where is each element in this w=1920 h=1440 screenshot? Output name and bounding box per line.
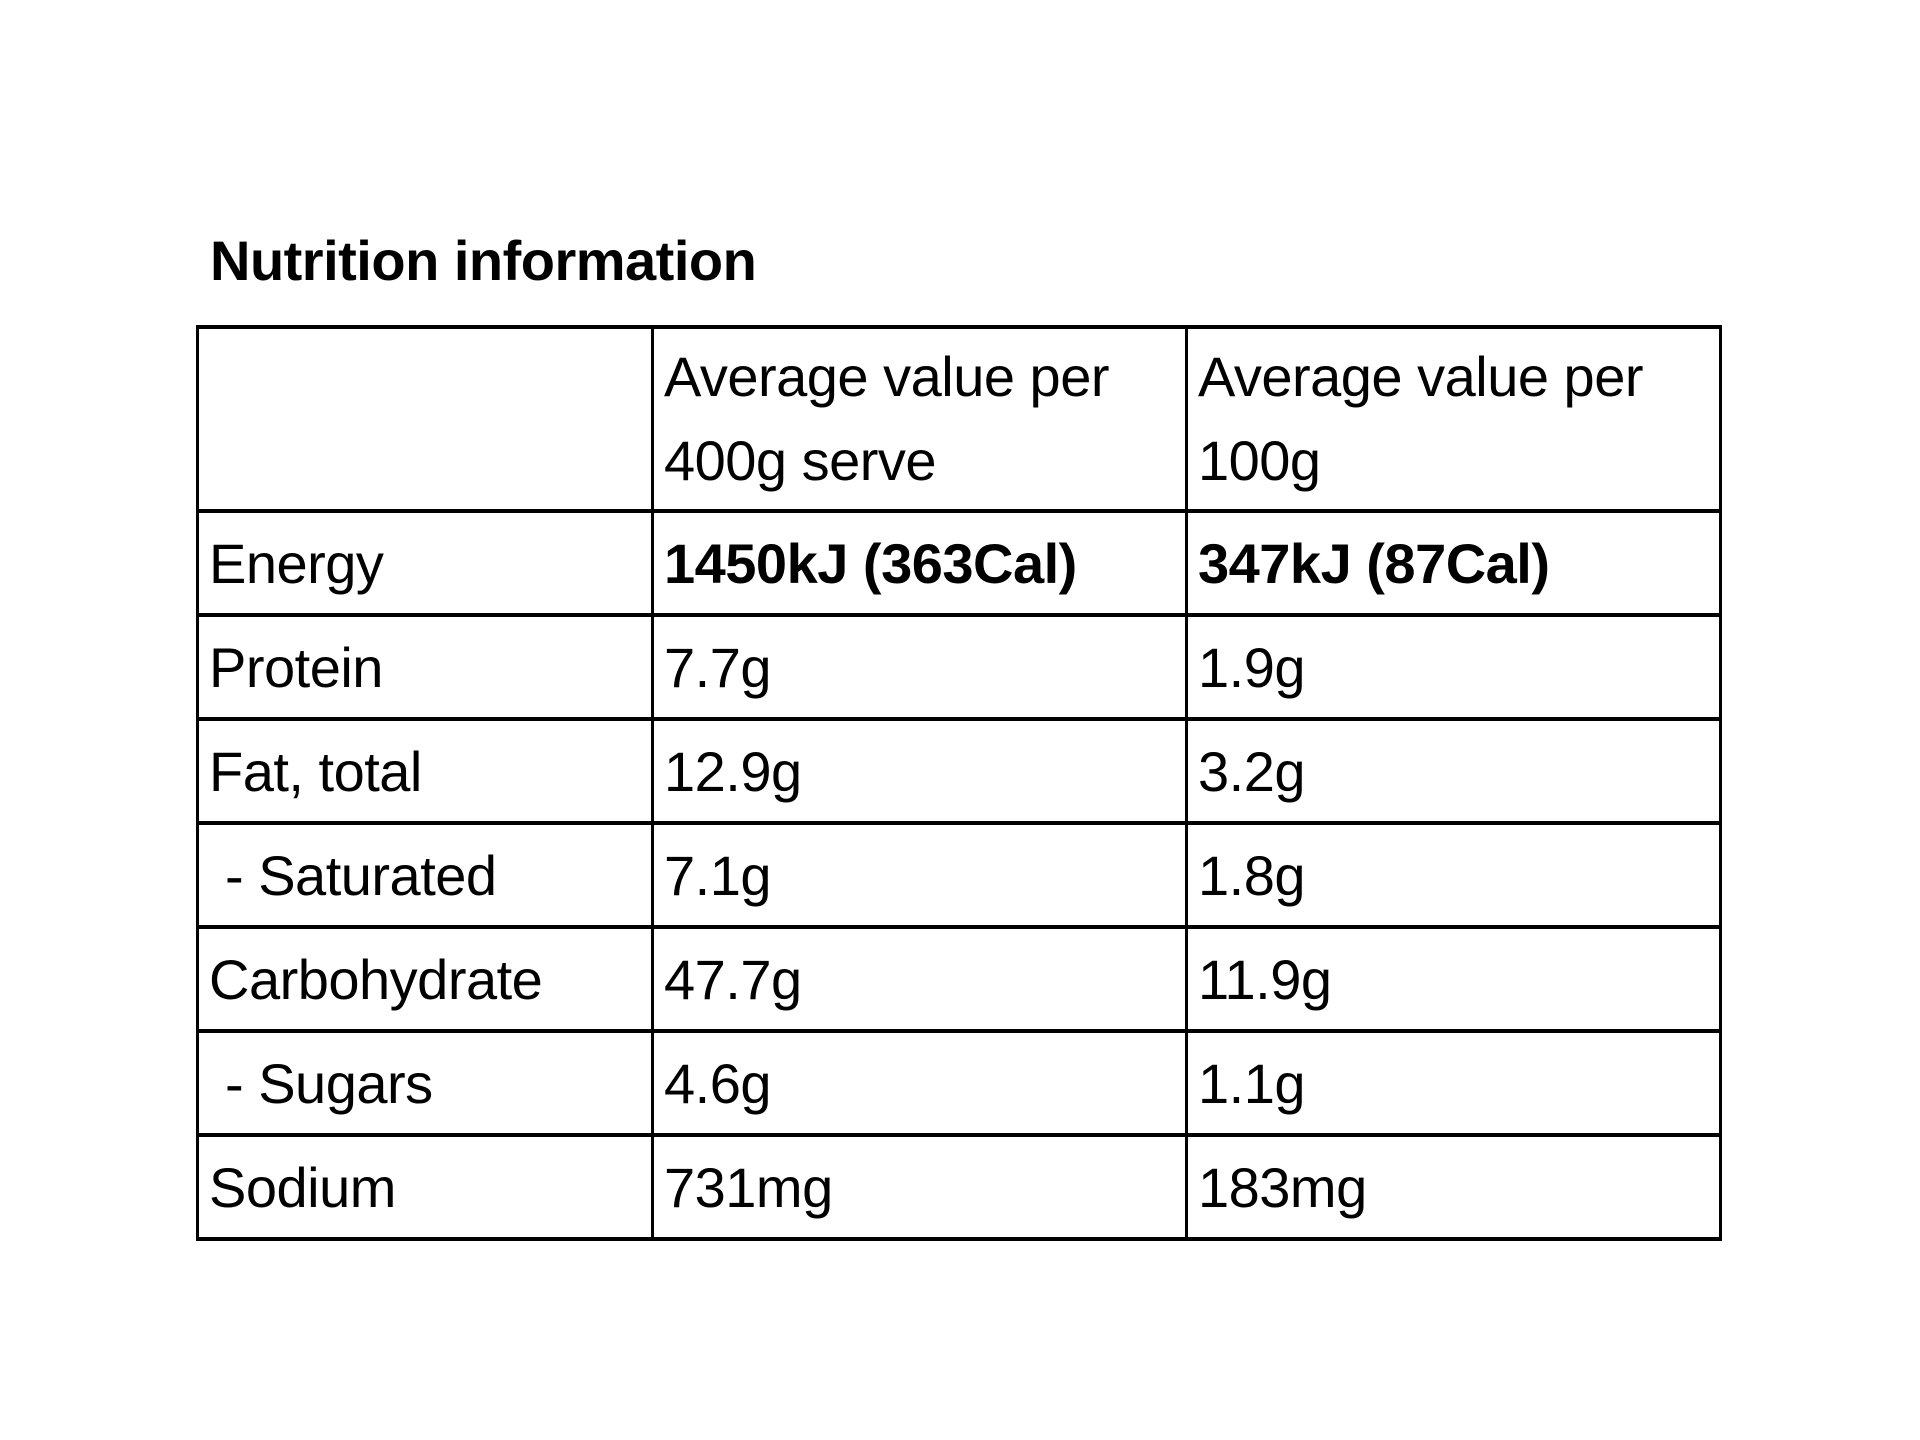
- header-cell-empty: [196, 325, 654, 513]
- row-value-per-100g: 3.2g: [1185, 717, 1722, 825]
- header-per-100g-line2: 100g: [1198, 429, 1321, 492]
- row-value-per-serve: 731mg: [651, 1133, 1188, 1241]
- nutrition-table-header: Average value per 400g serve Average val…: [196, 325, 1722, 513]
- row-label: Energy: [196, 509, 654, 617]
- table-row-fat-total: Fat, total 12.9g 3.2g: [196, 717, 1722, 825]
- page-title: Nutrition information: [210, 229, 757, 292]
- table-row-sugars: - Sugars 4.6g 1.1g: [196, 1029, 1722, 1137]
- row-value-per-100g: 183mg: [1185, 1133, 1722, 1241]
- table-row-sodium: Sodium 731mg 183mg: [196, 1133, 1722, 1241]
- row-value-per-100g: 347kJ (87Cal): [1185, 509, 1722, 617]
- table-row-saturated: - Saturated 7.1g 1.8g: [196, 821, 1722, 929]
- table-row-protein: Protein 7.7g 1.9g: [196, 613, 1722, 721]
- row-label: - Saturated: [196, 821, 654, 929]
- header-row: Average value per 400g serve Average val…: [196, 325, 1722, 513]
- table-row-carbohydrate: Carbohydrate 47.7g 11.9g: [196, 925, 1722, 1033]
- header-per-serve-line1: Average value per: [664, 345, 1110, 408]
- row-value-per-100g: 1.1g: [1185, 1029, 1722, 1137]
- header-per-serve-line2: 400g serve: [664, 429, 937, 492]
- row-value-per-serve: 12.9g: [651, 717, 1188, 825]
- row-value-per-serve: 4.6g: [651, 1029, 1188, 1137]
- row-value-per-serve: 7.1g: [651, 821, 1188, 929]
- nutrition-table: Average value per 400g serve Average val…: [196, 325, 1722, 1241]
- row-value-per-serve: 7.7g: [651, 613, 1188, 721]
- row-value-per-serve: 1450kJ (363Cal): [651, 509, 1188, 617]
- row-value-per-100g: 1.8g: [1185, 821, 1722, 929]
- table-row-energy: Energy 1450kJ (363Cal) 347kJ (87Cal): [196, 509, 1722, 617]
- nutrition-table-body: Energy 1450kJ (363Cal) 347kJ (87Cal) Pro…: [196, 509, 1722, 1241]
- row-value-per-100g: 1.9g: [1185, 613, 1722, 721]
- row-label: Sodium: [196, 1133, 654, 1241]
- header-cell-per-serve: Average value per 400g serve: [651, 325, 1188, 513]
- header-per-100g-line1: Average value per: [1198, 345, 1644, 408]
- row-label: Protein: [196, 613, 654, 721]
- row-label: Fat, total: [196, 717, 654, 825]
- row-value-per-100g: 11.9g: [1185, 925, 1722, 1033]
- row-label: Carbohydrate: [196, 925, 654, 1033]
- header-cell-per-100g: Average value per 100g: [1185, 325, 1722, 513]
- row-value-per-serve: 47.7g: [651, 925, 1188, 1033]
- row-label: - Sugars: [196, 1029, 654, 1137]
